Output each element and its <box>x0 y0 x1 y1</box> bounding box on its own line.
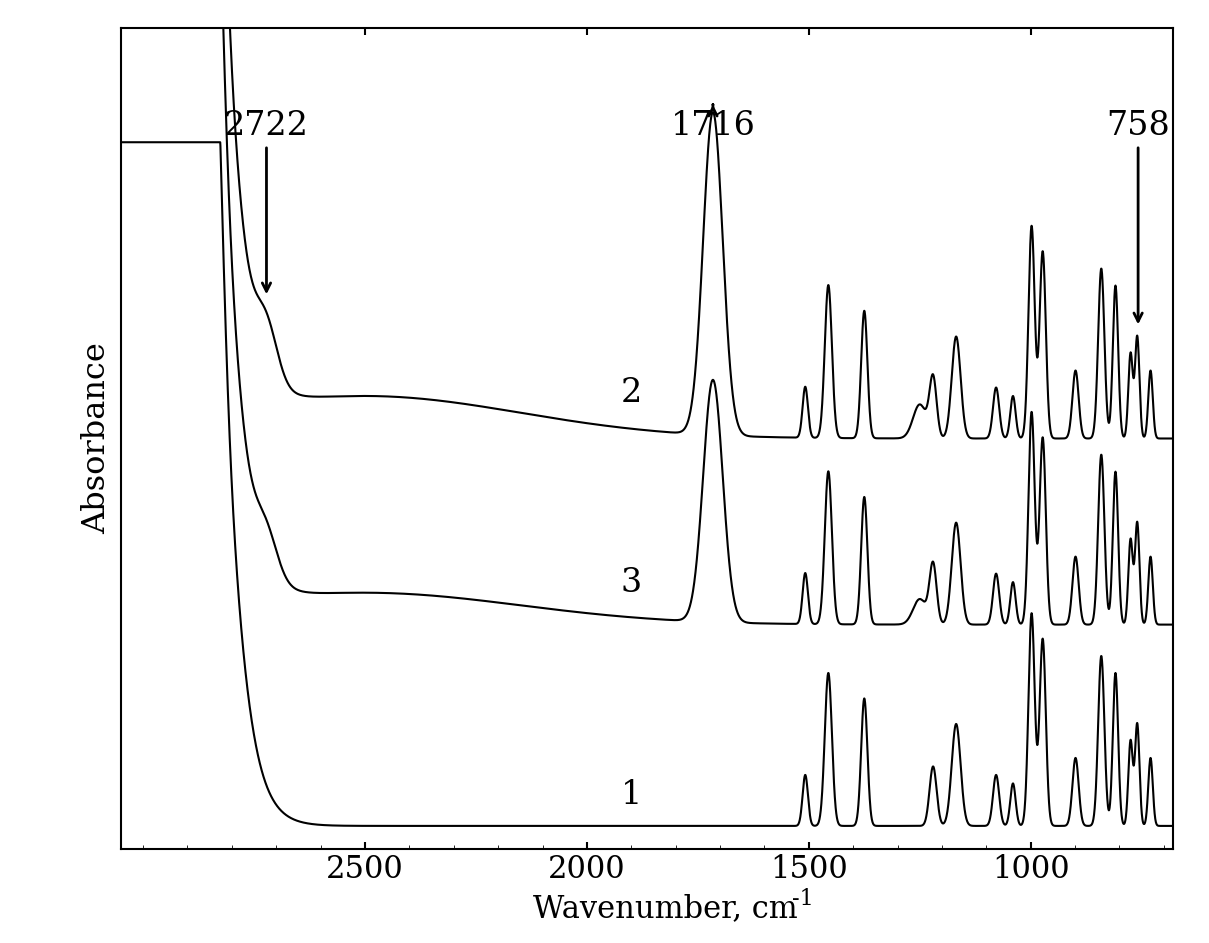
Text: 758: 758 <box>1106 110 1170 322</box>
Y-axis label: Absorbance: Absorbance <box>81 342 112 535</box>
Text: 1716: 1716 <box>671 105 756 142</box>
Text: Wavenumber, cm: Wavenumber, cm <box>533 893 797 924</box>
Text: 2722: 2722 <box>224 110 310 291</box>
Text: 1: 1 <box>620 779 642 811</box>
Text: 2: 2 <box>620 377 642 409</box>
Text: 3: 3 <box>620 567 642 599</box>
Text: -1: -1 <box>792 888 814 910</box>
